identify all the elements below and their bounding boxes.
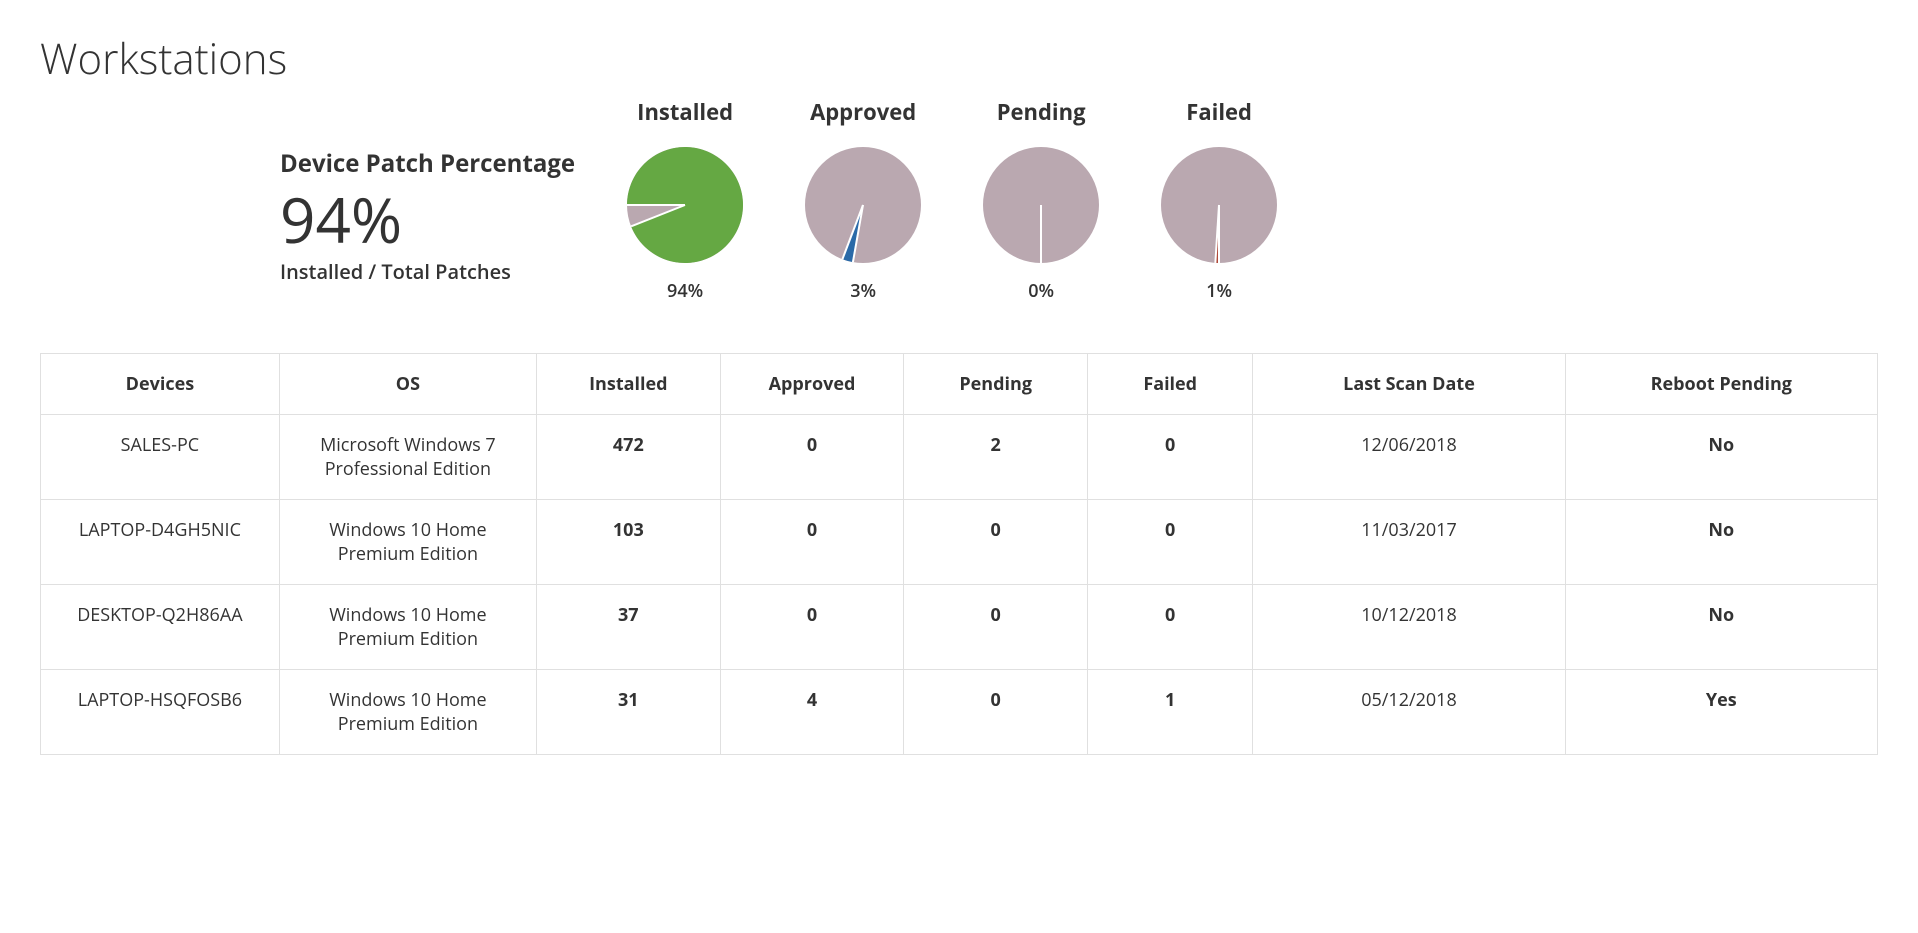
page-title: Workstations xyxy=(40,30,1878,87)
cell-failed: 1 xyxy=(1088,670,1253,755)
col-header-pending: Pending xyxy=(904,354,1088,415)
cell-device: LAPTOP-D4GH5NIC xyxy=(41,500,280,585)
col-header-installed: Installed xyxy=(536,354,720,415)
cell-approved: 0 xyxy=(720,585,904,670)
pie-charts: Installed 94% Approved 3% Pending 0% Failed… xyxy=(615,97,1289,303)
cell-installed: 37 xyxy=(536,585,720,670)
table-header-row: Devices OS Installed Approved Pending Fa… xyxy=(41,354,1878,415)
table-row: DESKTOP-Q2H86AAWindows 10 Home Premium E… xyxy=(41,585,1878,670)
cell-reboot: No xyxy=(1565,585,1877,670)
cell-pending: 0 xyxy=(904,585,1088,670)
summary-row: Device Patch Percentage 94% Installed / … xyxy=(40,97,1878,303)
pie-chart: Pending 0% xyxy=(971,97,1111,303)
devices-table: Devices OS Installed Approved Pending Fa… xyxy=(40,353,1878,755)
pie-icon xyxy=(625,145,745,265)
pie-chart: Failed 1% xyxy=(1149,97,1289,303)
pie-icon xyxy=(981,145,1101,265)
cell-failed: 0 xyxy=(1088,585,1253,670)
cell-installed: 31 xyxy=(536,670,720,755)
table-row: LAPTOP-D4GH5NICWindows 10 Home Premium E… xyxy=(41,500,1878,585)
col-header-failed: Failed xyxy=(1088,354,1253,415)
cell-last-scan: 10/12/2018 xyxy=(1253,585,1565,670)
pie-icon xyxy=(1159,145,1279,265)
pie-percentage: 94% xyxy=(667,279,703,303)
pie-chart: Installed 94% xyxy=(615,97,755,303)
cell-failed: 0 xyxy=(1088,415,1253,500)
cell-os: Microsoft Windows 7 Professional Edition xyxy=(279,415,536,500)
pie-icon xyxy=(803,145,923,265)
patch-percentage-value: 94% xyxy=(280,186,575,254)
cell-device: SALES-PC xyxy=(41,415,280,500)
patch-percentage-label: Device Patch Percentage xyxy=(280,147,575,180)
col-header-last-scan: Last Scan Date xyxy=(1253,354,1565,415)
cell-device: DESKTOP-Q2H86AA xyxy=(41,585,280,670)
cell-device: LAPTOP-HSQFOSB6 xyxy=(41,670,280,755)
cell-pending: 2 xyxy=(904,415,1088,500)
cell-pending: 0 xyxy=(904,500,1088,585)
table-row: LAPTOP-HSQFOSB6Windows 10 Home Premium E… xyxy=(41,670,1878,755)
table-row: SALES-PCMicrosoft Windows 7 Professional… xyxy=(41,415,1878,500)
cell-os: Windows 10 Home Premium Edition xyxy=(279,585,536,670)
cell-reboot: No xyxy=(1565,415,1877,500)
cell-last-scan: 12/06/2018 xyxy=(1253,415,1565,500)
col-header-approved: Approved xyxy=(720,354,904,415)
cell-last-scan: 11/03/2017 xyxy=(1253,500,1565,585)
cell-reboot: Yes xyxy=(1565,670,1877,755)
col-header-os: OS xyxy=(279,354,536,415)
col-header-reboot: Reboot Pending xyxy=(1565,354,1877,415)
pie-title: Installed xyxy=(637,97,733,127)
col-header-devices: Devices xyxy=(41,354,280,415)
pie-title: Pending xyxy=(997,97,1086,127)
patch-percentage-subtitle: Installed / Total Patches xyxy=(280,258,575,285)
pie-percentage: 3% xyxy=(850,279,876,303)
cell-failed: 0 xyxy=(1088,500,1253,585)
pie-chart: Approved 3% xyxy=(793,97,933,303)
cell-reboot: No xyxy=(1565,500,1877,585)
pie-title: Approved xyxy=(810,97,916,127)
cell-approved: 0 xyxy=(720,415,904,500)
cell-os: Windows 10 Home Premium Edition xyxy=(279,670,536,755)
pie-percentage: 1% xyxy=(1206,279,1232,303)
pie-percentage: 0% xyxy=(1028,279,1054,303)
cell-approved: 4 xyxy=(720,670,904,755)
cell-installed: 103 xyxy=(536,500,720,585)
cell-approved: 0 xyxy=(720,500,904,585)
pie-title: Failed xyxy=(1186,97,1252,127)
cell-os: Windows 10 Home Premium Edition xyxy=(279,500,536,585)
cell-pending: 0 xyxy=(904,670,1088,755)
cell-installed: 472 xyxy=(536,415,720,500)
patch-percentage-block: Device Patch Percentage 94% Installed / … xyxy=(40,97,575,285)
cell-last-scan: 05/12/2018 xyxy=(1253,670,1565,755)
